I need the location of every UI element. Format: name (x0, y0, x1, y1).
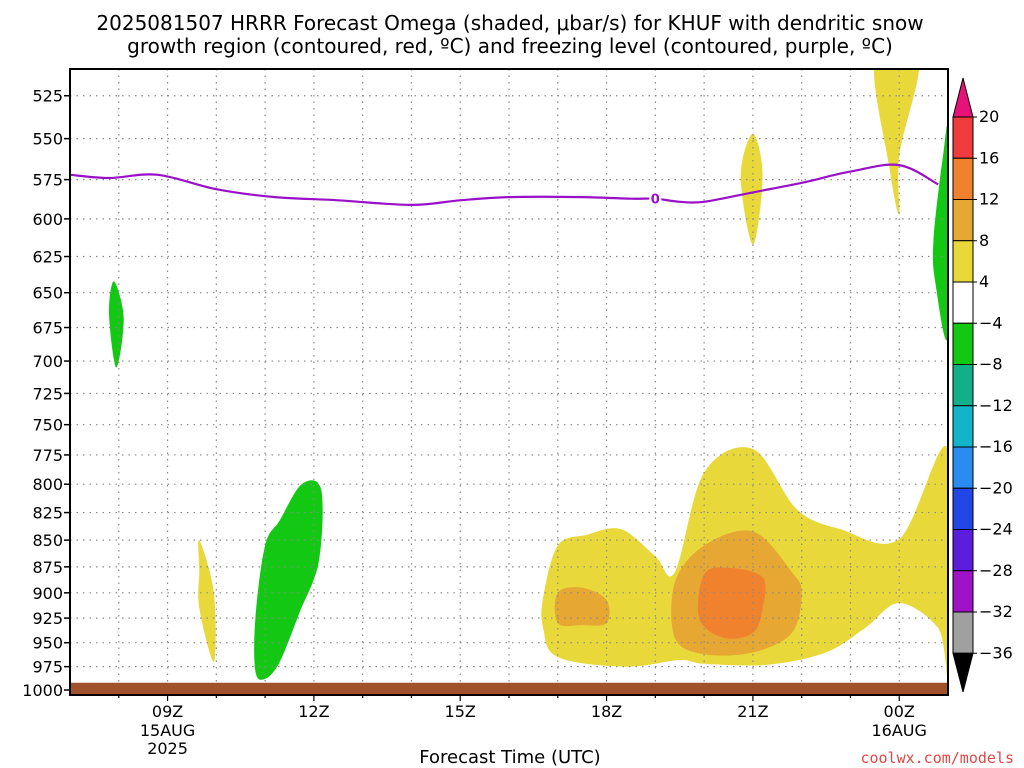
colorbar-segment (952, 446, 974, 489)
y-tick-label: 550 (32, 130, 63, 149)
omega-region-8 (254, 480, 323, 680)
colorbar-segment (952, 364, 974, 407)
y-tick-label: 1000 (22, 681, 63, 700)
ground-layer (70, 682, 948, 695)
y-tick-label: 700 (32, 352, 63, 371)
colorbar-label: −16 (979, 437, 1013, 456)
y-tick-label: 775 (32, 446, 63, 465)
colorbar-label: −32 (979, 602, 1013, 621)
omega-region-0 (873, 69, 919, 215)
omega-region-2 (198, 539, 216, 663)
colorbar-label: 4 (979, 272, 989, 291)
y-tick-label: 675 (32, 319, 63, 338)
ground-fill (70, 682, 948, 695)
colorbar-label: −24 (979, 520, 1013, 539)
colorbar-segment (952, 405, 974, 448)
colorbar-label: 12 (979, 190, 999, 209)
colorbar-segment (952, 529, 974, 572)
x-tick-date: 16AUG (872, 721, 927, 740)
omega-region-9 (932, 125, 948, 341)
x-axis-label: Forecast Time (UTC) (419, 747, 600, 768)
x-tick-label: 09Z (152, 702, 183, 721)
freezing-level-line (70, 163, 939, 207)
y-tick-label: 925 (32, 609, 63, 628)
y-tick-label: 975 (32, 658, 63, 677)
colorbar-segment (952, 322, 974, 365)
colorbar-segment (952, 199, 974, 242)
omega-shading (108, 69, 948, 680)
colorbar-segment (952, 570, 974, 613)
x-tick-label: 21Z (737, 702, 768, 721)
colorbar-bottom-arrow (952, 652, 974, 693)
y-tick-label: 625 (32, 248, 63, 267)
freezing-level-label: 0 (651, 193, 660, 208)
omega-region-1 (740, 133, 763, 245)
y-tick-label: 875 (32, 558, 63, 577)
y-tick-label: 825 (32, 504, 63, 523)
colorbar-segment (952, 611, 974, 654)
colorbar-label: −8 (979, 355, 1003, 374)
colorbar-segment (952, 487, 974, 530)
colorbar-top-arrow (952, 77, 974, 118)
y-tick-label: 750 (32, 416, 63, 435)
freezing-level-contour: 0 (70, 163, 939, 208)
y-tick-label: 800 (32, 475, 63, 494)
colorbar-label: 8 (979, 231, 989, 250)
colorbar-segment (952, 240, 974, 283)
x-tick-date: 15AUG (140, 721, 195, 740)
credit-text: coolwx.com/models (860, 749, 1014, 767)
grid-lines (70, 69, 948, 695)
y-tick-label: 575 (32, 171, 63, 190)
y-tick-label: 850 (32, 531, 63, 550)
colorbar-label: −20 (979, 478, 1013, 497)
colorbar-label: 20 (979, 107, 999, 126)
chart-title-line2: growth region (contoured, red, ºC) and f… (127, 34, 893, 58)
omega-region-6 (697, 567, 766, 639)
y-tick-label: 725 (32, 384, 63, 403)
y-tick-label: 650 (32, 284, 63, 303)
colorbar-label: −28 (979, 561, 1013, 580)
omega-region-7 (108, 281, 124, 368)
colorbar-label: −12 (979, 396, 1013, 415)
chart-title-line1: 2025081507 HRRR Forecast Omega (shaded, … (96, 11, 923, 35)
x-tick-label: 12Z (298, 702, 329, 721)
x-tick-year: 2025 (147, 739, 188, 758)
colorbar-segment (952, 157, 974, 200)
y-tick-label: 950 (32, 634, 63, 653)
y-tick-label: 900 (32, 584, 63, 603)
freezing-level-label-bg (649, 190, 662, 207)
colorbar-segment (952, 116, 974, 159)
plot-area: 0 (70, 69, 948, 695)
y-tick-label: 525 (32, 87, 63, 106)
colorbar: 20 16 12 8 4 −4 −8 −12 −16 −20 −24 −28 −32 −36 (952, 77, 1013, 693)
y-tick-label: 600 (32, 210, 63, 229)
colorbar-label: 16 (979, 148, 999, 167)
x-tick-label: 00Z (884, 702, 915, 721)
omega-region-4 (554, 587, 610, 627)
x-tick-label: 18Z (591, 702, 622, 721)
y-axis-ticks: 525 550 575 600 625 650 675 700 725 750 775 800 825 8… (22, 87, 70, 700)
colorbar-label: −4 (979, 313, 1003, 332)
colorbar-label: −36 (979, 643, 1013, 662)
colorbar-segment (952, 281, 974, 324)
x-tick-label: 15Z (445, 702, 476, 721)
